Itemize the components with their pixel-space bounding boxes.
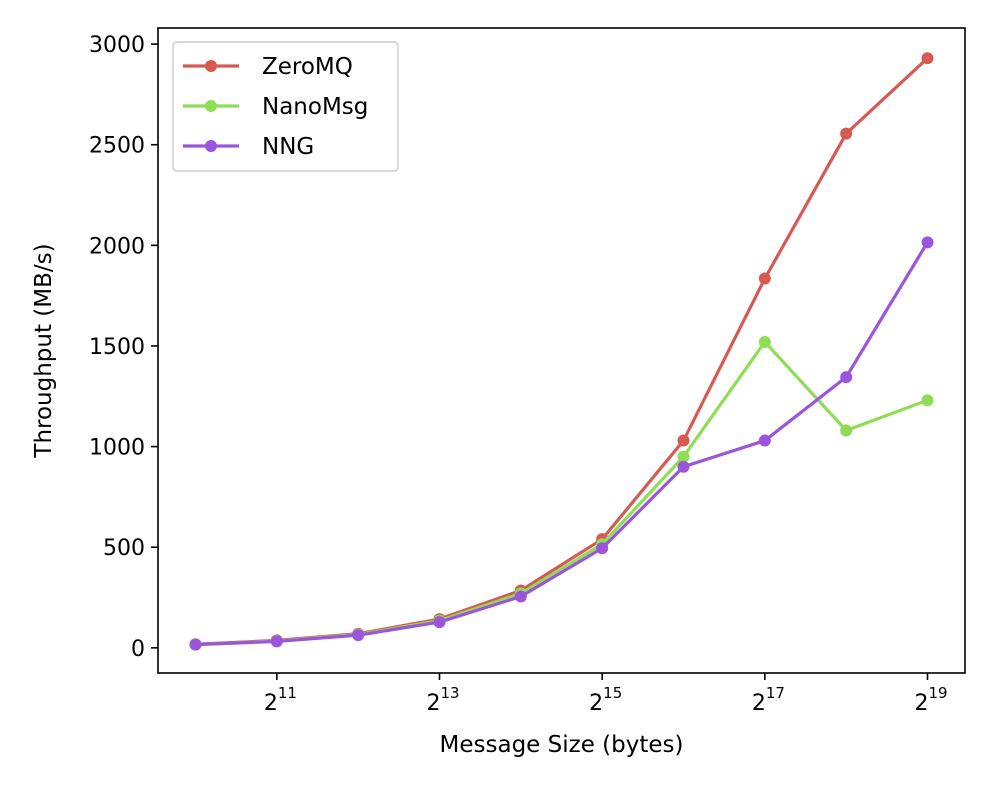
x-tick-exponent: 11 [278, 684, 297, 702]
legend-item-nng: NNG [183, 134, 314, 160]
legend-item-nanomsg: NanoMsg [183, 94, 368, 120]
data-point-nng [840, 371, 853, 384]
legend-label: ZeroMQ [262, 54, 353, 80]
legend-swatch-marker [205, 100, 217, 112]
x-axis: 2 11 2 13 2 15 2 17 2 19 [264, 673, 948, 716]
data-point-nanomsg [758, 335, 771, 348]
legend-label: NNG [262, 134, 314, 160]
data-point-nng [677, 460, 690, 473]
legend: ZeroMQ NanoMsg NNG [172, 41, 399, 172]
legend-item-zeromq: ZeroMQ [183, 54, 353, 80]
data-point-nng [596, 542, 609, 555]
legend-box [172, 41, 399, 172]
data-point-zeromq [921, 52, 934, 65]
legend-swatch-marker [205, 140, 217, 152]
data-point-zeromq [840, 127, 853, 140]
data-point-nng [433, 616, 446, 629]
legend-label: NanoMsg [262, 94, 368, 120]
data-point-nng [514, 590, 527, 603]
x-tick-exponent: 15 [603, 684, 622, 702]
y-tick-label: 1500 [89, 335, 145, 360]
data-point-nng [921, 236, 934, 249]
legend-swatch-marker [205, 60, 217, 72]
plot-frame [157, 27, 966, 674]
data-point-zeromq [758, 272, 771, 285]
x-axis-label: Message Size (bytes) [440, 732, 684, 758]
y-tick-label: 500 [103, 536, 145, 561]
data-point-nng [270, 635, 283, 648]
x-tick-label: 2 [752, 691, 766, 716]
x-tick-exponent: 13 [441, 684, 460, 702]
y-tick-label: 1000 [89, 436, 145, 461]
y-axis-label: Throughput (MB/s) [31, 243, 57, 458]
data-point-nanomsg [921, 394, 934, 407]
data-point-nanomsg [840, 424, 853, 437]
x-tick-label: 2 [264, 691, 278, 716]
y-tick-label: 0 [131, 637, 145, 662]
data-point-nng [352, 629, 365, 642]
x-tick-label: 2 [427, 691, 441, 716]
x-tick-exponent: 19 [929, 684, 948, 702]
y-tick-label: 3000 [89, 33, 145, 58]
data-point-nng [758, 434, 771, 447]
y-tick-label: 2000 [89, 234, 145, 259]
data-point-nng [189, 638, 202, 651]
x-tick-exponent: 17 [766, 684, 785, 702]
data-point-nanomsg [677, 450, 690, 463]
series-line-nng [195, 241, 929, 647]
series-nng [189, 236, 934, 651]
y-axis: 0 500 1000 1500 2000 2500 3000 [89, 33, 158, 662]
data-point-zeromq [677, 434, 690, 447]
x-tick-label: 2 [589, 691, 603, 716]
y-tick-label: 2500 [89, 134, 145, 159]
series-layer [189, 52, 934, 651]
x-tick-label: 2 [915, 691, 929, 716]
